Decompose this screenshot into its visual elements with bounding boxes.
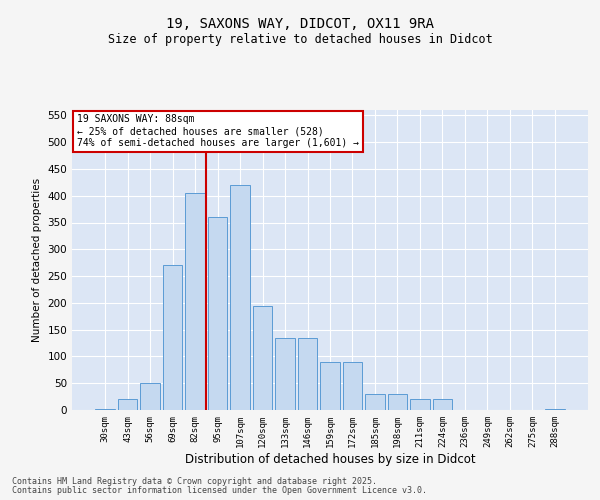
Bar	[95, 409, 115, 410]
Text: Contains HM Land Registry data © Crown copyright and database right 2025.: Contains HM Land Registry data © Crown c…	[12, 477, 377, 486]
Bar	[365, 394, 385, 410]
Bar	[298, 338, 317, 410]
Text: 19 SAXONS WAY: 88sqm
← 25% of detached houses are smaller (528)
74% of semi-deta: 19 SAXONS WAY: 88sqm ← 25% of detached h…	[77, 114, 359, 148]
Bar	[253, 306, 272, 410]
Bar	[320, 362, 340, 410]
Bar	[140, 383, 160, 410]
Bar	[230, 185, 250, 410]
Bar	[410, 400, 430, 410]
Bar	[343, 362, 362, 410]
Text: Size of property relative to detached houses in Didcot: Size of property relative to detached ho…	[107, 32, 493, 46]
Bar	[118, 400, 137, 410]
Text: 19, SAXONS WAY, DIDCOT, OX11 9RA: 19, SAXONS WAY, DIDCOT, OX11 9RA	[166, 18, 434, 32]
Bar	[433, 400, 452, 410]
Y-axis label: Number of detached properties: Number of detached properties	[32, 178, 42, 342]
Bar	[208, 217, 227, 410]
X-axis label: Distribution of detached houses by size in Didcot: Distribution of detached houses by size …	[185, 452, 475, 466]
Bar	[163, 266, 182, 410]
Bar	[185, 193, 205, 410]
Bar	[275, 338, 295, 410]
Text: Contains public sector information licensed under the Open Government Licence v3: Contains public sector information licen…	[12, 486, 427, 495]
Bar	[545, 409, 565, 410]
Bar	[388, 394, 407, 410]
